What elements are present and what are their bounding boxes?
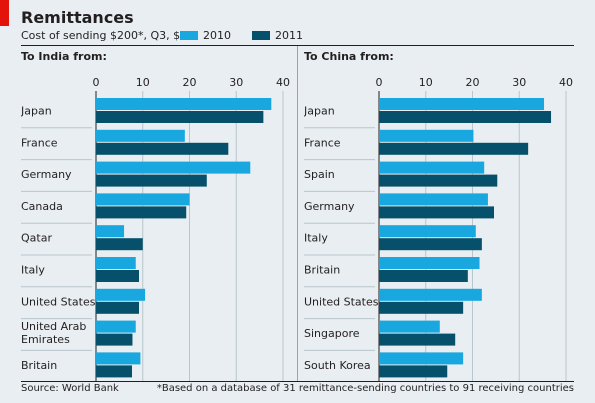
bar-canada-2010 <box>96 193 190 206</box>
category-label-france: France <box>21 136 58 149</box>
category-label-britain: Britain <box>21 359 57 372</box>
source-note: Source: World Bank <box>21 383 119 394</box>
category-label-united-states: United States <box>304 295 379 308</box>
bar-germany-2010 <box>379 193 488 206</box>
legend-item-2010: 2010 <box>180 29 231 42</box>
bar-france-2011 <box>96 142 229 155</box>
category-label-japan: Japan <box>304 105 335 118</box>
category-label-qatar: Qatar <box>21 232 52 245</box>
bar-italy-2010 <box>96 257 136 269</box>
bar-united-states-2011 <box>379 301 464 314</box>
category-label-britain: Britain <box>304 264 340 277</box>
panel-title: To China from: <box>304 50 394 63</box>
panel-divider <box>297 46 298 381</box>
legend-swatch-2011 <box>252 31 270 40</box>
bar-italy-2011 <box>379 238 482 251</box>
chart-svg-india: To India from: 0 10 20 30 40 Japan France German… <box>21 50 290 381</box>
footnote: *Based on a database of 31 remittance-se… <box>156 383 574 394</box>
bar-germany-2011 <box>379 206 495 219</box>
category-label-united-arab-emirates: United Arab Emirates <box>21 320 86 346</box>
tick-label: 40 <box>276 76 290 89</box>
category-label-singapore: Singapore <box>304 327 360 340</box>
legend-item-2011: 2011 <box>252 29 303 42</box>
footer-rule <box>21 381 574 382</box>
category-label-united-states: United States <box>21 295 96 308</box>
tick-label: 40 <box>559 76 573 89</box>
tick-label: 0 <box>93 76 100 89</box>
bar-united-states-2010 <box>96 288 146 301</box>
chart-subtitle: Cost of sending $200*, Q3, $ <box>21 29 181 42</box>
bar-italy-2010 <box>379 225 476 238</box>
bar-south-korea-2010 <box>379 352 464 365</box>
panel-title: To India from: <box>21 50 107 63</box>
chart-title: Remittances <box>21 8 134 27</box>
legend-label-2010: 2010 <box>203 29 231 42</box>
tick-label: 20 <box>183 76 197 89</box>
bar-italy-2011 <box>96 270 140 282</box>
category-label-spain: Spain <box>304 168 335 181</box>
bar-singapore-2010 <box>379 320 440 333</box>
bar-britain-2010 <box>379 257 480 269</box>
tick-label: 20 <box>466 76 480 89</box>
bar-canada-2011 <box>96 206 187 219</box>
category-label-south-korea: South Korea <box>304 359 371 372</box>
bar-britain-2010 <box>96 352 141 365</box>
bar-france-2011 <box>379 142 529 155</box>
category-label-japan: Japan <box>21 105 52 118</box>
chart-panel-india: To India from: 0 10 20 30 40 Japan France German… <box>21 46 293 381</box>
bar-britain-2011 <box>96 365 132 378</box>
bar-south-korea-2011 <box>379 365 448 378</box>
tick-label: 10 <box>419 76 433 89</box>
category-label-canada: Canada <box>21 200 63 213</box>
bar-qatar-2010 <box>96 225 125 238</box>
category-label-germany: Germany <box>304 200 355 213</box>
category-label-italy: Italy <box>304 232 328 245</box>
bar-singapore-2011 <box>379 333 456 346</box>
legend-swatch-2010 <box>180 31 198 40</box>
bar-japan-2011 <box>96 111 264 123</box>
bar-japan-2010 <box>96 98 272 110</box>
bar-germany-2011 <box>96 174 207 187</box>
bar-united-arab-emirates-2011 <box>96 333 133 346</box>
bar-japan-2011 <box>379 111 552 123</box>
legend-label-2011: 2011 <box>275 29 303 42</box>
bar-qatar-2011 <box>96 238 143 251</box>
bar-united-arab-emirates-2010 <box>96 320 136 333</box>
bar-france-2010 <box>379 129 474 142</box>
category-label-france: France <box>304 136 341 149</box>
bar-spain-2011 <box>379 174 498 187</box>
bar-united-states-2011 <box>96 301 140 314</box>
header-rule <box>21 45 574 46</box>
tick-label: 30 <box>512 76 526 89</box>
brand-tab <box>0 0 9 26</box>
bar-germany-2010 <box>96 161 251 174</box>
bar-united-states-2010 <box>379 288 482 301</box>
tick-label: 30 <box>229 76 243 89</box>
tick-label: 0 <box>376 76 383 89</box>
chart-svg-china: To China from: 0 10 20 30 40 Japan France Spain G… <box>304 50 573 381</box>
bar-britain-2011 <box>379 270 468 282</box>
bar-japan-2010 <box>379 98 545 110</box>
category-label-germany: Germany <box>21 168 72 181</box>
tick-label: 10 <box>136 76 150 89</box>
chart-panel-china: To China from: 0 10 20 30 40 Japan France Spain G… <box>304 46 576 381</box>
bar-spain-2010 <box>379 161 485 174</box>
bar-france-2010 <box>96 129 185 142</box>
category-label-italy: Italy <box>21 264 45 277</box>
